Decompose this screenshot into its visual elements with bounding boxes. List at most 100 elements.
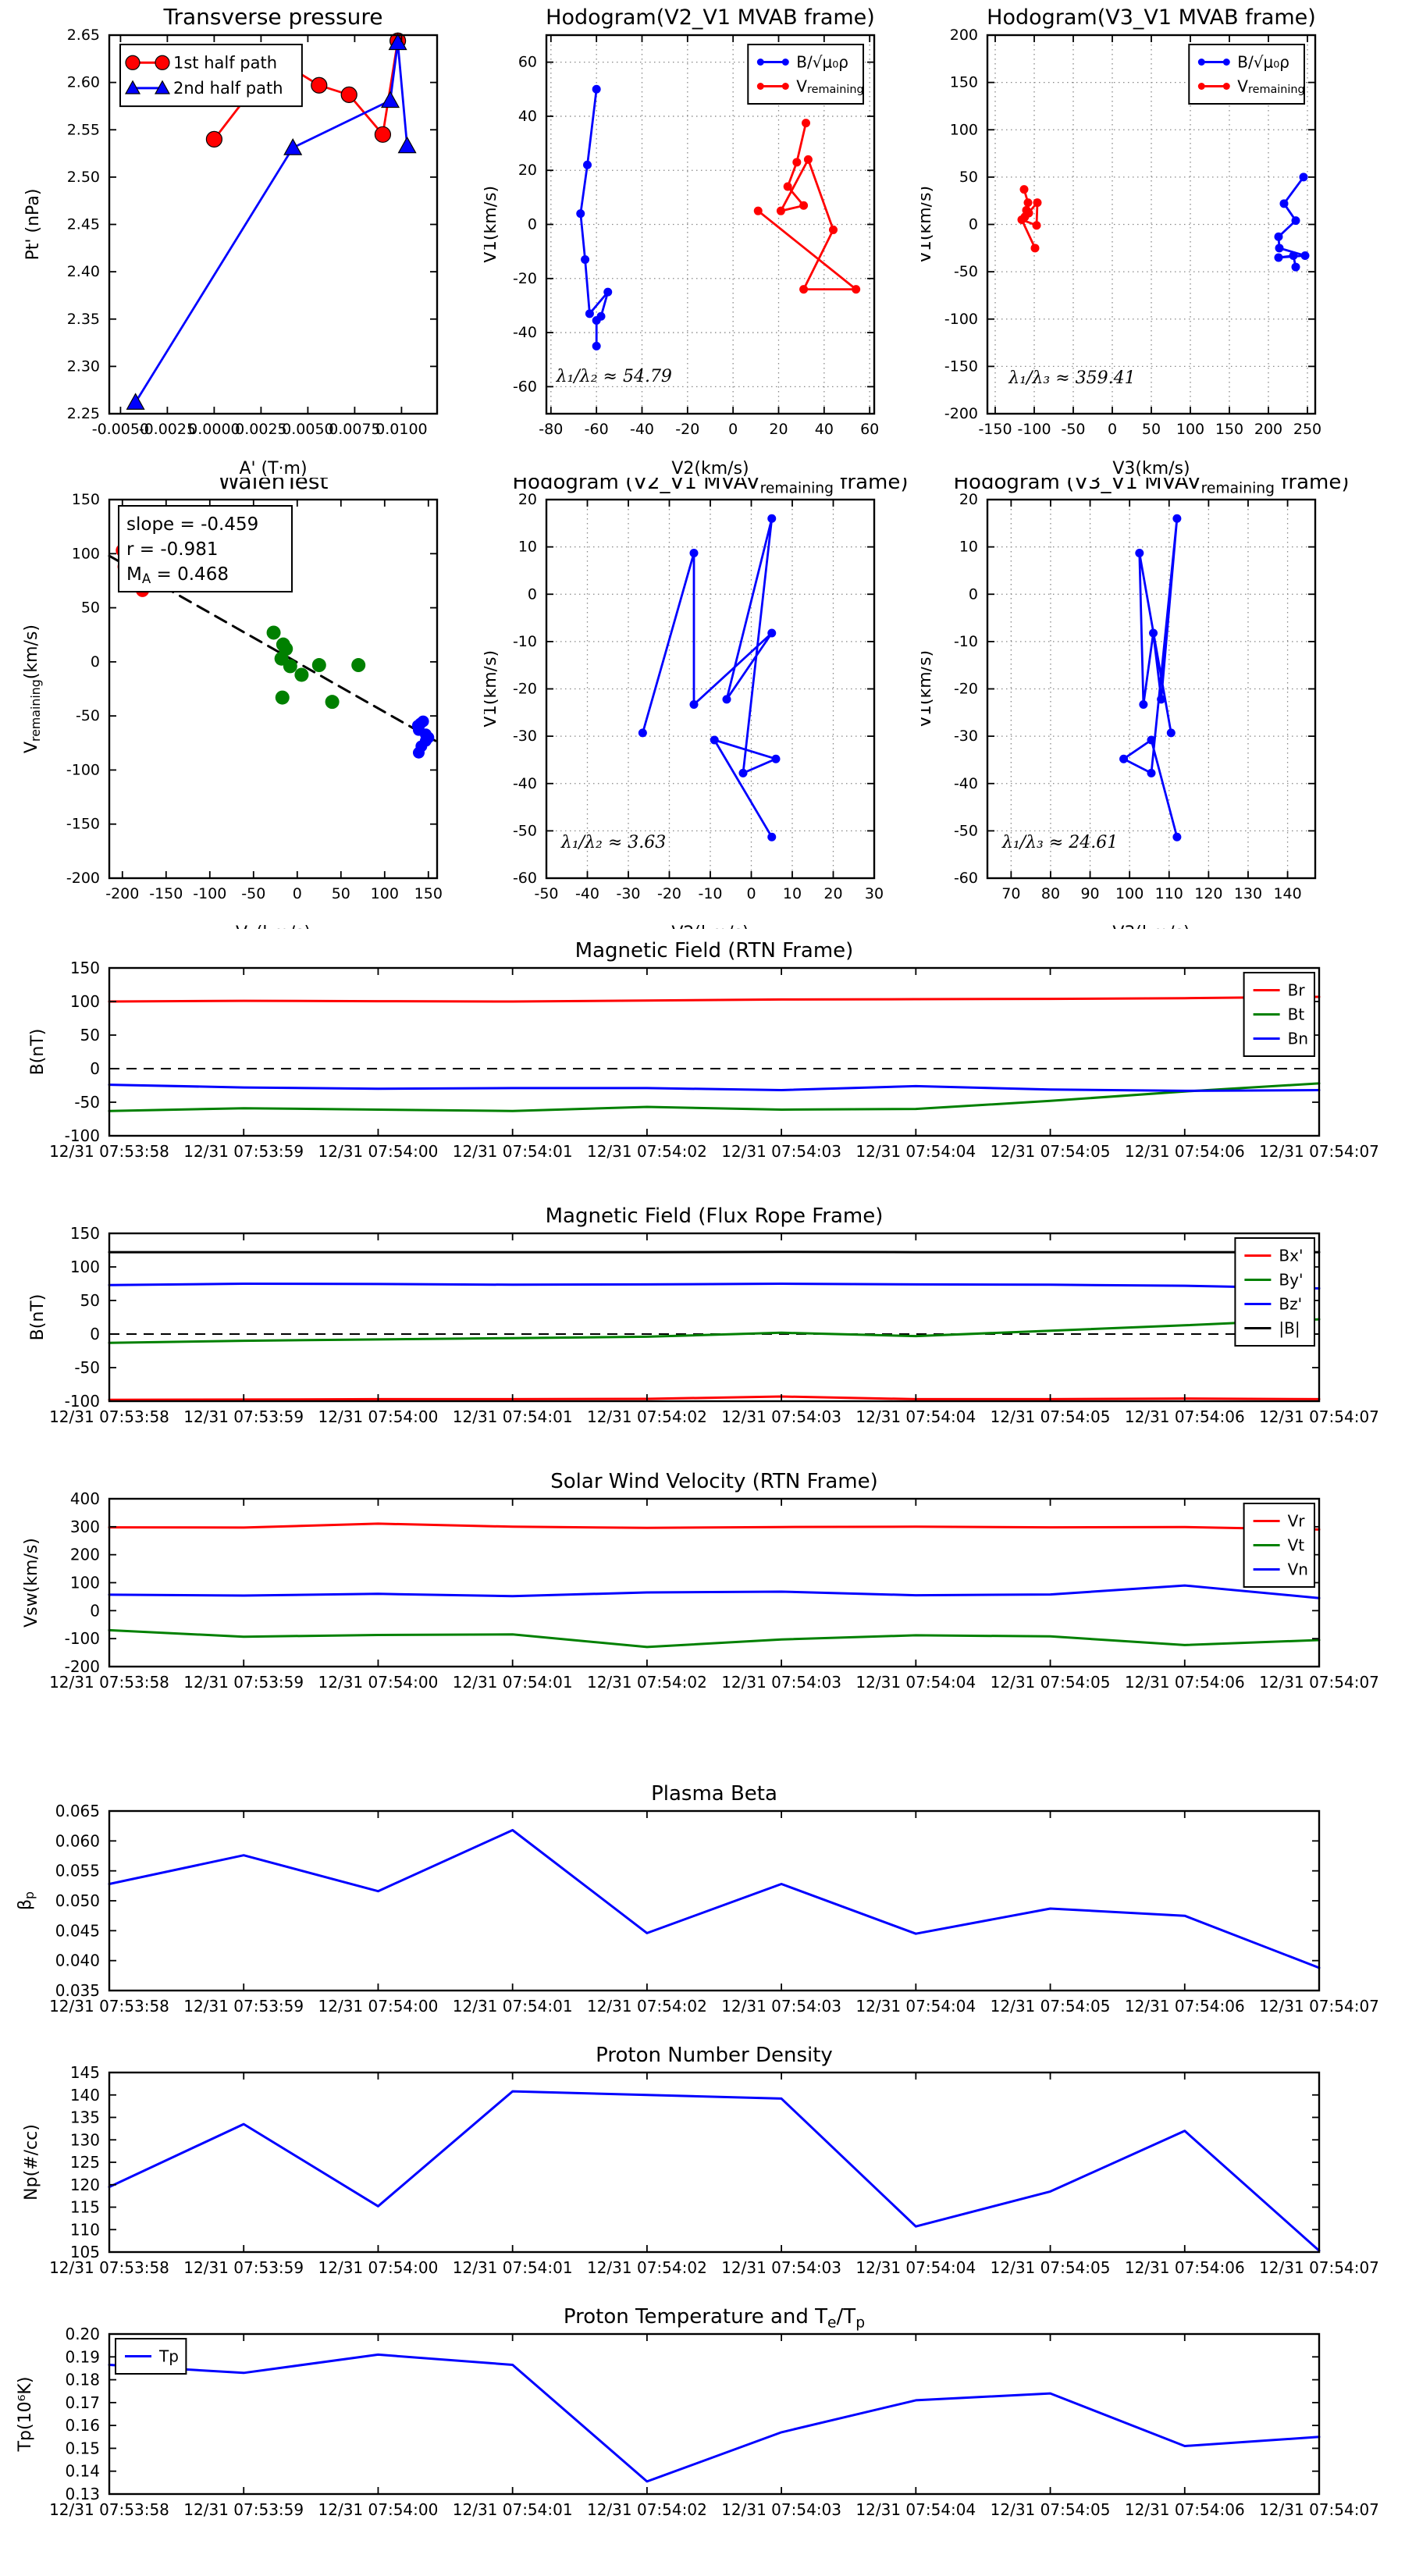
series-Bn bbox=[108, 1083, 1321, 1092]
svg-text:12/31 07:54:04: 12/31 07:54:04 bbox=[855, 1142, 976, 1161]
svg-text:-50: -50 bbox=[76, 707, 100, 724]
svg-text:145: 145 bbox=[70, 2063, 100, 2082]
svg-text:10: 10 bbox=[518, 539, 537, 556]
legend: Tp bbox=[115, 2338, 187, 2375]
svg-text:Br: Br bbox=[1288, 981, 1306, 1000]
svg-text:140: 140 bbox=[1273, 885, 1301, 902]
svg-text:12/31 07:53:58: 12/31 07:53:58 bbox=[49, 2500, 169, 2519]
legend: Bx' By' Bz' |B| bbox=[1234, 1237, 1316, 1347]
svg-text:0.13: 0.13 bbox=[65, 2485, 100, 2503]
svg-text:-150: -150 bbox=[978, 421, 1012, 438]
svg-text:-100: -100 bbox=[1017, 421, 1051, 438]
svg-text:12/31 07:54:01: 12/31 07:54:01 bbox=[453, 2258, 573, 2277]
panel-proton-number-density: 12/31 07:53:58 12/31 07:53:59 12/31 07:54:… bbox=[0, 2033, 1405, 2303]
chart-solar-wind-velocity-group: 12/31 07:53:58 12/31 07:53:59 12/31 07:54:… bbox=[22, 1470, 1379, 1692]
svg-text:Bt: Bt bbox=[1288, 1005, 1305, 1024]
svg-text:12/31 07:54:00: 12/31 07:54:00 bbox=[318, 2258, 439, 2277]
svg-text:Vn: Vn bbox=[1288, 1560, 1308, 1579]
svg-text:50: 50 bbox=[80, 1291, 100, 1310]
svg-text:12/31 07:53:58: 12/31 07:53:58 bbox=[49, 1142, 169, 1161]
svg-text:12/31 07:53:58: 12/31 07:53:58 bbox=[49, 1407, 169, 1426]
svg-text:12/31 07:54:04: 12/31 07:54:04 bbox=[855, 1673, 976, 1692]
axes-ticks: -150 -100 -50 0 50 100 150 200 250-200-150-100-5… bbox=[944, 27, 1321, 438]
axes-ticks: 12/31 07:53:58 12/31 07:53:59 12/31 07:54:… bbox=[49, 1802, 1379, 2016]
svg-text:V1(km/s): V1(km/s) bbox=[484, 650, 500, 728]
svg-text:200: 200 bbox=[950, 27, 978, 44]
svg-text:-100: -100 bbox=[944, 311, 978, 328]
svg-text:0: 0 bbox=[1108, 421, 1117, 438]
series-Bx- bbox=[108, 1395, 1321, 1401]
svg-text:0.040: 0.040 bbox=[55, 1952, 100, 1970]
series-B-path bbox=[1119, 514, 1182, 841]
svg-text:12/31 07:53:59: 12/31 07:53:59 bbox=[183, 1997, 304, 2016]
svg-text:By': By' bbox=[1279, 1271, 1303, 1290]
svg-text:0.18: 0.18 bbox=[65, 2371, 100, 2389]
svg-text:40: 40 bbox=[518, 108, 537, 125]
svg-text:-20: -20 bbox=[657, 885, 681, 902]
svg-text:150: 150 bbox=[414, 885, 443, 902]
chart-hodogram-v2v1-mvab-group: -80 -60 -40 -20 0 20 40 60 -60 -40 -20 0 20 40 60 Hodog… bbox=[484, 5, 879, 478]
svg-text:Magnetic Field (Flux Rope Fram: Magnetic Field (Flux Rope Frame) bbox=[546, 1204, 884, 1228]
svg-text:-50: -50 bbox=[954, 822, 978, 839]
svg-text:12/31 07:54:07: 12/31 07:54:07 bbox=[1259, 1407, 1379, 1426]
svg-text:12/31 07:54:04: 12/31 07:54:04 bbox=[855, 1997, 976, 2016]
chart-proton-temperature-group: 12/31 07:53:58 12/31 07:53:59 12/31 07:54:… bbox=[16, 2305, 1379, 2519]
svg-text:2.35: 2.35 bbox=[67, 311, 100, 328]
axes-ticks: 12/31 07:53:58 12/31 07:53:59 12/31 07:54:… bbox=[49, 1489, 1379, 1692]
svg-text:-30: -30 bbox=[513, 728, 537, 745]
svg-text:12/31 07:54:04: 12/31 07:54:04 bbox=[855, 2500, 976, 2519]
svg-text:12/31 07:54:03: 12/31 07:54:03 bbox=[721, 2258, 841, 2277]
svg-text:12/31 07:54:07: 12/31 07:54:07 bbox=[1259, 2258, 1379, 2277]
series-Vt bbox=[108, 1628, 1321, 1649]
axes-ticks: -200 -150 -100 -50 0 50 100 150 -200 -150 -100 -50 0… bbox=[66, 491, 443, 902]
series-beta-p bbox=[108, 1829, 1321, 1969]
svg-text:12/31 07:54:06: 12/31 07:54:06 bbox=[1125, 1997, 1245, 2016]
svg-text:-20: -20 bbox=[675, 421, 699, 438]
svg-text:12/31 07:54:01: 12/31 07:54:01 bbox=[453, 1997, 573, 2016]
axes-ticks: -80 -60 -40 -20 0 20 40 60 -60 -40 -20 0 20 40 60 bbox=[513, 35, 879, 438]
series-V-remaining- bbox=[753, 119, 861, 294]
panel-solar-wind-velocity: 12/31 07:53:58 12/31 07:53:59 12/31 07:54:… bbox=[0, 1464, 1405, 1729]
svg-text:0.045: 0.045 bbox=[55, 1921, 100, 1940]
panel-hodogram-v3v1-mvav: 70 80 90 100 110 120 130 140 -60 -50 -40 -30 -20 -10 0… bbox=[921, 478, 1405, 929]
svg-text:-10: -10 bbox=[954, 633, 978, 650]
svg-text:Hodogram (V2_V1 MVAVremaining: Hodogram (V2_V1 MVAVremaining frame) bbox=[513, 478, 909, 497]
svg-text:100: 100 bbox=[950, 121, 978, 138]
svg-text:0.0100: 0.0100 bbox=[375, 421, 427, 438]
svg-text:-200: -200 bbox=[66, 870, 100, 887]
svg-text:-50: -50 bbox=[74, 1358, 100, 1377]
axes-ticks: 12/31 07:53:58 12/31 07:53:59 12/31 07:54:… bbox=[49, 1224, 1379, 1426]
svg-text:0.19: 0.19 bbox=[65, 2347, 100, 2366]
svg-text:12/31 07:54:03: 12/31 07:54:03 bbox=[721, 1997, 841, 2016]
svg-text:2.65: 2.65 bbox=[67, 27, 100, 44]
svg-text:-40: -40 bbox=[513, 775, 537, 792]
svg-text:150: 150 bbox=[1215, 421, 1243, 438]
svg-text:B/√μ₀ρ: B/√μ₀ρ bbox=[796, 53, 848, 72]
svg-text:0: 0 bbox=[90, 1601, 100, 1620]
svg-text:12/31 07:53:59: 12/31 07:53:59 bbox=[183, 1673, 304, 1692]
panel-hodogram-v3v1-mvab: -150 -100 -50 0 50 100 150 200 250 -200 -150 -100 -5… bbox=[921, 0, 1405, 478]
svg-text:-0.0025: -0.0025 bbox=[139, 421, 196, 438]
svg-text:12/31 07:54:00: 12/31 07:54:00 bbox=[318, 1673, 439, 1692]
svg-text:Bx': Bx' bbox=[1279, 1247, 1303, 1265]
svg-text:Bn: Bn bbox=[1288, 1030, 1308, 1048]
svg-text:Vremaining(km/s): Vremaining(km/s) bbox=[22, 624, 43, 753]
legend: Vr Vt Vn bbox=[1243, 1503, 1315, 1588]
svg-text:-10: -10 bbox=[698, 885, 722, 902]
svg-text:12/31 07:54:03: 12/31 07:54:03 bbox=[721, 1142, 841, 1161]
svg-text:50: 50 bbox=[80, 1026, 100, 1044]
svg-text:0.060: 0.060 bbox=[55, 1831, 100, 1850]
svg-text:12/31 07:54:07: 12/31 07:54:07 bbox=[1259, 1142, 1379, 1161]
svg-text:-40: -40 bbox=[630, 421, 654, 438]
svg-text:12/31 07:54:05: 12/31 07:54:05 bbox=[991, 2258, 1111, 2277]
svg-text:12/31 07:54:04: 12/31 07:54:04 bbox=[855, 2258, 976, 2277]
svg-text:110: 110 bbox=[1155, 885, 1183, 902]
svg-text:-200: -200 bbox=[65, 1657, 100, 1676]
svg-text:12/31 07:54:06: 12/31 07:54:06 bbox=[1125, 1673, 1245, 1692]
svg-text:50: 50 bbox=[81, 600, 100, 617]
svg-text:12/31 07:54:02: 12/31 07:54:02 bbox=[587, 1142, 707, 1161]
svg-text:150: 150 bbox=[950, 74, 978, 91]
svg-text:12/31 07:54:03: 12/31 07:54:03 bbox=[721, 2500, 841, 2519]
svg-text:-80: -80 bbox=[539, 421, 563, 438]
series-Vr bbox=[108, 1522, 1321, 1531]
